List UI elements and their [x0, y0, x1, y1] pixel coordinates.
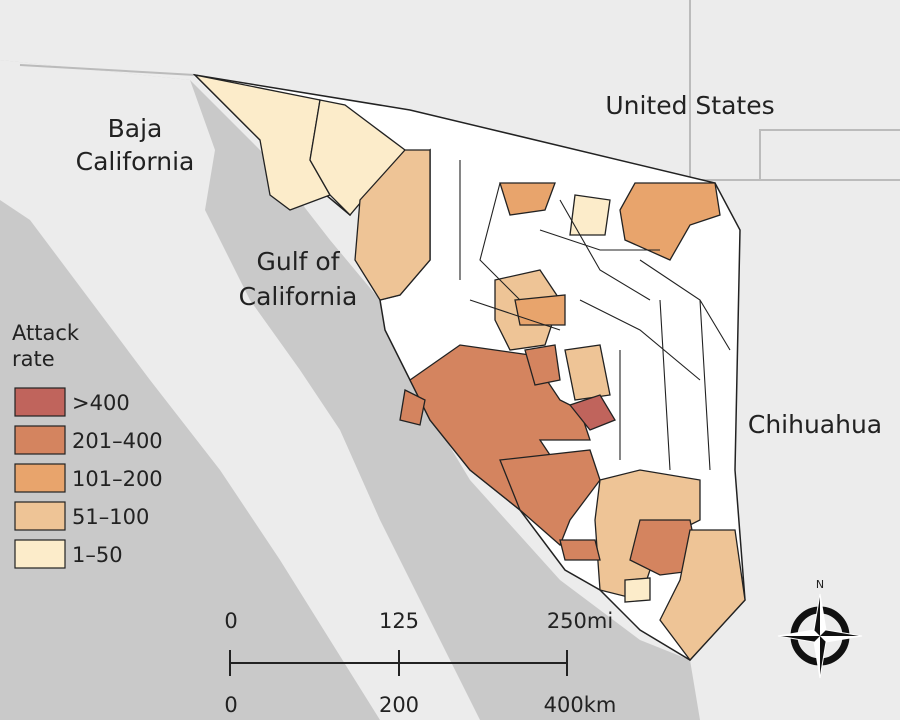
municipality: [499, 182, 556, 216]
legend: >400 201–400 101–200 51–100 1–50: [14, 387, 163, 569]
legend-title: rate: [12, 347, 55, 371]
compass-north: N: [816, 578, 824, 591]
scale-label: 250mi: [547, 609, 613, 633]
municipality: [629, 519, 701, 576]
label-chihuahua: Chihuahua: [748, 410, 882, 439]
label-baja: California: [76, 147, 195, 176]
scale-label: 400km: [544, 693, 617, 717]
legend-label: 1–50: [72, 543, 123, 567]
legend-swatch: [14, 539, 66, 569]
municipality: [524, 344, 561, 386]
label-gulf: Gulf of: [256, 247, 340, 276]
legend-label: >400: [72, 391, 130, 415]
label-united-states: United States: [605, 91, 774, 120]
compass: N: [777, 578, 863, 679]
legend-label: 51–100: [72, 505, 149, 529]
municipality: [659, 529, 746, 662]
municipality: [514, 294, 566, 326]
scale-label: 0: [224, 609, 237, 633]
label-baja: Baja: [108, 114, 163, 143]
municipality: [354, 149, 431, 301]
municipality: [624, 577, 651, 603]
legend-title: Attack: [12, 321, 80, 345]
municipality: [568, 394, 616, 431]
scale-label: 125: [379, 609, 419, 633]
municipality: [564, 344, 611, 401]
municipality: [399, 389, 426, 426]
municipalities: [193, 73, 746, 662]
legend-label: 201–400: [72, 429, 163, 453]
scale-bar: [229, 650, 568, 676]
scale-label: 0: [224, 693, 237, 717]
legend-label: 101–200: [72, 467, 163, 491]
legend-swatch: [14, 501, 66, 531]
legend-swatch: [14, 387, 66, 417]
municipality: [559, 539, 601, 561]
scale-label: 200: [379, 693, 419, 717]
baja-land: [0, 60, 480, 720]
municipality: [569, 194, 611, 236]
label-gulf: California: [239, 282, 358, 311]
legend-swatch: [14, 463, 66, 493]
legend-swatch: [14, 425, 66, 455]
municipal-boundaries: [459, 160, 731, 471]
municipality: [499, 449, 601, 547]
municipality: [619, 182, 721, 261]
